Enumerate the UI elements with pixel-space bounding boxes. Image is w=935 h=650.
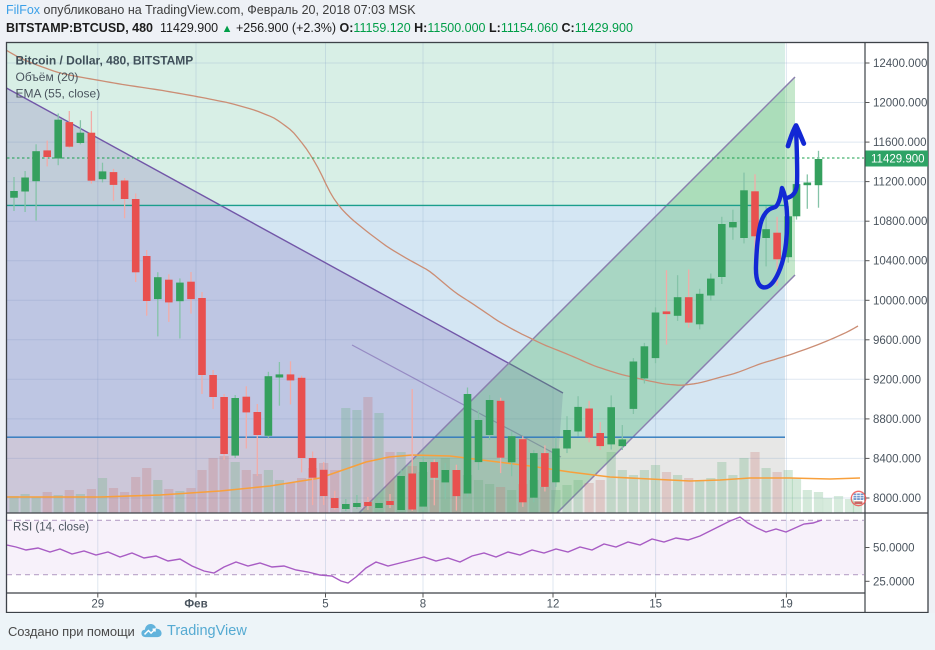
svg-text:25.0000: 25.0000 — [873, 576, 915, 588]
svg-text:12000.000: 12000.000 — [873, 98, 927, 110]
svg-text:9600.000: 9600.000 — [873, 335, 921, 347]
svg-text:RSI (14, close): RSI (14, close) — [13, 522, 89, 534]
svg-text:11200.000: 11200.000 — [873, 177, 927, 189]
svg-text:10400.000: 10400.000 — [873, 256, 927, 268]
svg-text:19: 19 — [780, 599, 793, 611]
svg-text:Bitcoin / Dollar, 480, BITSTAM: Bitcoin / Dollar, 480, BITSTAMP — [16, 54, 194, 68]
svg-text:10800.000: 10800.000 — [873, 216, 927, 228]
svg-text:11429.900: 11429.900 — [871, 154, 925, 166]
svg-text:10000.000: 10000.000 — [873, 295, 927, 307]
svg-text:Объём (20): Объём (20) — [16, 70, 79, 84]
svg-text:Фев: Фев — [184, 599, 207, 611]
svg-text:15: 15 — [649, 599, 662, 611]
svg-text:8400.000: 8400.000 — [873, 453, 921, 465]
svg-text:29: 29 — [91, 599, 104, 611]
svg-text:50.0000: 50.0000 — [873, 543, 915, 555]
svg-text:EMA (55, close): EMA (55, close) — [16, 87, 101, 101]
svg-text:11600.000: 11600.000 — [873, 137, 927, 149]
svg-text:9200.000: 9200.000 — [873, 374, 921, 386]
svg-text:8000.000: 8000.000 — [873, 493, 921, 505]
svg-text:8800.000: 8800.000 — [873, 414, 921, 426]
svg-text:5: 5 — [322, 599, 328, 611]
svg-text:8: 8 — [420, 599, 426, 611]
svg-text:12400.000: 12400.000 — [873, 58, 927, 70]
svg-text:12: 12 — [547, 599, 560, 611]
